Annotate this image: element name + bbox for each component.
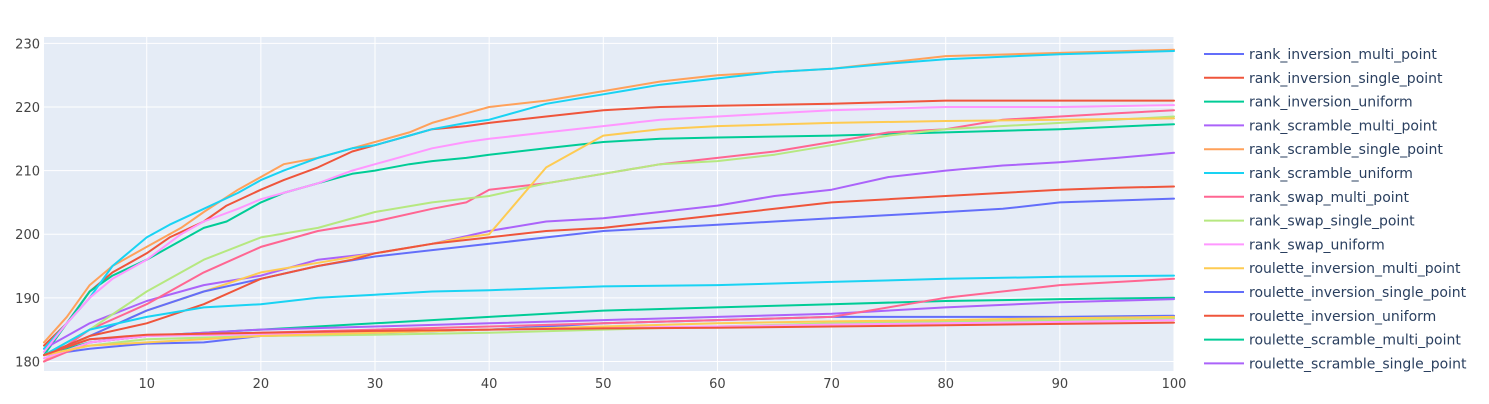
legend-item[interactable]: rank_scramble_uniform [1204,166,1413,182]
series-line-11 [43,185,1175,357]
legend-item[interactable]: roulette_scramble_single_point [1204,356,1467,372]
legend-label: roulette_inversion_single_point [1249,285,1467,301]
x-tick-label: 90 [1052,377,1069,392]
legend-label: rank_swap_multi_point [1249,190,1410,206]
legend-item[interactable]: rank_swap_uniform [1204,237,1385,253]
legend-label: roulette_scramble_multi_point [1249,333,1461,349]
x-tick-label: 100 [1162,377,1187,392]
legend-item[interactable]: rank_inversion_uniform [1204,95,1413,111]
series-line-14 [43,274,1175,357]
legend-item[interactable]: roulette_inversion_uniform [1204,309,1436,325]
legend-label: rank_scramble_multi_point [1249,118,1438,134]
legend-label: rank_scramble_uniform [1249,166,1413,182]
legend-label: rank_inversion_single_point [1249,71,1443,87]
series-line-3 [43,151,1175,350]
x-tick-label: 10 [138,377,155,392]
series-line-16 [43,317,1175,357]
legend-item[interactable]: roulette_inversion_multi_point [1204,261,1461,277]
legend-label: rank_scramble_single_point [1249,142,1443,158]
legend[interactable]: rank_inversion_multi_point rank_inversion… [1204,47,1467,372]
legend-item[interactable]: rank_inversion_single_point [1204,71,1443,87]
legend-item[interactable]: rank_swap_single_point [1204,214,1415,230]
y-tick-label: 230 [15,37,40,52]
legend-label: roulette_inversion_uniform [1249,309,1436,325]
legend-label: rank_swap_uniform [1249,237,1385,253]
y-tick-label: 210 [15,165,40,180]
x-tick-label: 60 [709,377,726,392]
axis-tick-labels: 10 20 30 40 50 60 70 80 90 100 180 190 200 210 220 230 [15,37,1186,392]
legend-item[interactable]: roulette_inversion_single_point [1204,285,1467,301]
x-tick-label: 80 [937,377,954,392]
series-line-7 [43,115,1175,357]
legend-label: rank_swap_single_point [1249,214,1415,230]
series-line-5 [43,50,1175,350]
series-lines [43,48,1175,363]
x-tick-label: 20 [253,377,270,392]
series-line-19 [43,321,1175,357]
series-line-10 [43,197,1175,357]
legend-item[interactable]: roulette_scramble_multi_point [1204,333,1461,349]
series-line-8 [43,104,1175,353]
x-tick-label: 70 [823,377,840,392]
y-tick-label: 200 [15,228,40,243]
legend-label: roulette_inversion_multi_point [1249,261,1461,277]
x-tick-label: 40 [481,377,498,392]
legend-label: rank_inversion_uniform [1249,95,1413,111]
y-tick-label: 180 [15,355,40,370]
y-tick-label: 220 [15,101,40,116]
y-tick-label: 190 [15,292,40,307]
x-tick-label: 30 [367,377,384,392]
legend-label: rank_inversion_multi_point [1249,47,1437,63]
legend-item[interactable]: rank_swap_multi_point [1204,190,1410,206]
legend-item[interactable]: rank_scramble_single_point [1204,142,1443,158]
legend-label: roulette_scramble_single_point [1249,356,1467,372]
legend-item[interactable]: rank_scramble_multi_point [1204,118,1438,134]
grid-lines [44,37,1175,371]
x-tick-label: 50 [595,377,612,392]
legend-item[interactable]: rank_inversion_multi_point [1204,47,1437,63]
